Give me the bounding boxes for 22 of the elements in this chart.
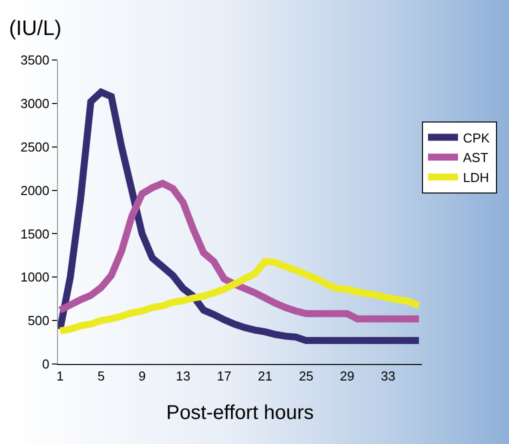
y-tick-label: 3500 [20, 52, 50, 68]
y-tick-label: 3000 [20, 96, 50, 111]
y-tick-label: 2000 [20, 182, 50, 198]
x-tick-label: 33 [380, 368, 396, 384]
x-tick-label: 29 [340, 368, 354, 384]
x-tick-label: 9 [138, 368, 146, 384]
legend-label: LDH [463, 170, 490, 186]
y-tick-label: 0 [42, 356, 50, 372]
x-tick-label: 17 [216, 368, 232, 384]
y-tick-label: 1500 [20, 226, 50, 242]
y-tick-label: 1000 [20, 270, 50, 285]
x-tick-label: 21 [258, 368, 272, 384]
x-tick-label: 5 [97, 368, 105, 384]
x-tick-label: 25 [298, 368, 314, 384]
y-tick-label: 500 [28, 313, 50, 328]
y-tick-label: 2500 [20, 139, 50, 154]
legend-label: AST [463, 150, 488, 166]
x-tick-label: 1 [56, 368, 64, 384]
x-axis-title: Post-effort hours [166, 402, 314, 424]
legend-label: CPK [463, 130, 490, 146]
x-tick-label: 13 [176, 368, 190, 384]
y-axis-title: (IU/L) [9, 17, 62, 40]
